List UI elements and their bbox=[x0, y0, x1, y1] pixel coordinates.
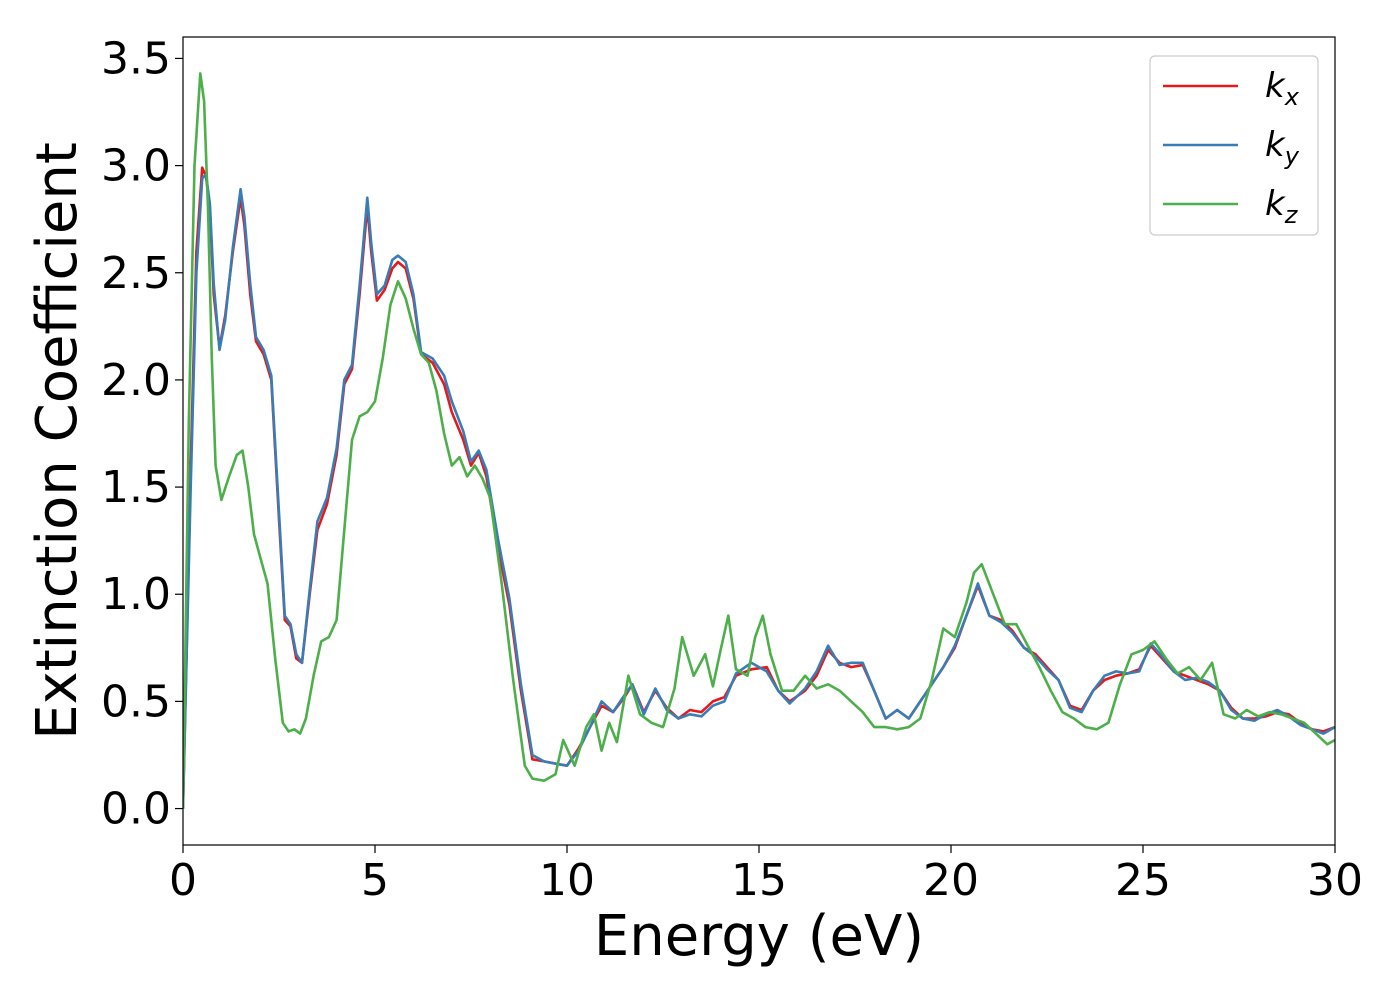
y-tick-label: 1.5 bbox=[101, 462, 171, 513]
x-tick-label: 25 bbox=[1115, 855, 1171, 906]
legend-label-subscript: x bbox=[1284, 83, 1300, 111]
series-line-z bbox=[183, 72, 1335, 809]
x-axis-label: Energy (eV) bbox=[594, 904, 924, 969]
x-tick-label: 20 bbox=[923, 855, 979, 906]
y-tick-label: 0.5 bbox=[101, 676, 171, 727]
legend-label-x: kx bbox=[1265, 66, 1300, 111]
y-tick-label: 0.0 bbox=[101, 784, 171, 835]
legend-label-base: k bbox=[1265, 125, 1286, 165]
x-tick-label: 10 bbox=[539, 855, 595, 906]
y-axis-label: Extinction Coefficient bbox=[25, 142, 90, 740]
y-axis-ticks: 0.0 0.5 1.0 1.5 2.0 2.5 3.0 3.5 bbox=[101, 33, 183, 835]
series-line-y bbox=[183, 172, 1335, 809]
y-tick-label: 2.0 bbox=[101, 355, 171, 406]
legend-label-base: k bbox=[1265, 66, 1286, 106]
y-tick-label: 3.0 bbox=[101, 141, 171, 192]
x-tick-label: 30 bbox=[1307, 855, 1363, 906]
x-axis-ticks: 0 5 10 15 20 25 30 bbox=[169, 845, 1363, 906]
x-tick-label: 0 bbox=[169, 855, 197, 906]
series-layer bbox=[183, 72, 1335, 809]
legend-label-subscript: y bbox=[1284, 142, 1300, 170]
y-tick-label: 1.0 bbox=[101, 569, 171, 620]
series-line-x bbox=[183, 166, 1335, 809]
legend-label-z: kz bbox=[1265, 184, 1299, 229]
legend-label-subscript: z bbox=[1284, 201, 1299, 229]
x-tick-label: 5 bbox=[361, 855, 389, 906]
y-tick-label: 2.5 bbox=[101, 248, 171, 299]
legend-label-base: k bbox=[1265, 184, 1286, 224]
y-tick-label: 3.5 bbox=[101, 33, 171, 84]
legend-label-y: ky bbox=[1265, 125, 1300, 170]
x-tick-label: 15 bbox=[731, 855, 787, 906]
